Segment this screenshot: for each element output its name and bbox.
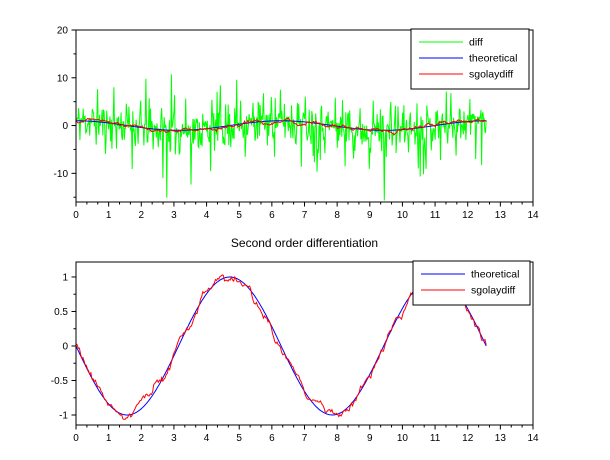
plot1-xtick-label: 12: [462, 210, 474, 221]
plot2-xtick-label: 5: [236, 433, 242, 444]
plot2-xtick-label: 3: [171, 433, 177, 444]
plot2-ytick-label: -0.5: [51, 376, 69, 387]
plot2-xtick-label: 0: [73, 433, 79, 444]
plot1-legend-box: [410, 28, 530, 90]
plot1-ytick-label: -10: [54, 169, 69, 180]
plot2-ytick-label: -1: [59, 410, 68, 421]
plot1-legend-label-sgolaydiff: sgolaydiff: [469, 69, 513, 81]
plot2-xtick-label: 14: [527, 433, 539, 444]
plot1-xtick-label: 10: [397, 210, 409, 221]
plot2-xtick-label: 7: [302, 433, 308, 444]
plot2-legend-label-sgolaydiff: sgolaydiff: [471, 285, 515, 297]
plot1-legend-label-diff: diff: [469, 37, 483, 49]
plot2-ytick-label: 1: [62, 272, 68, 283]
plot2-legend: theoretical sgolaydiff: [412, 260, 531, 306]
plot1-xtick-label: 3: [171, 210, 177, 221]
plot2-xtick-label: 13: [495, 433, 507, 444]
plot2-xtick-label: 12: [462, 433, 474, 444]
plot2-xtick-label: 1: [106, 433, 112, 444]
plot1-xtick-label: 13: [495, 210, 507, 221]
plot1-xtick-label: 6: [269, 210, 275, 221]
plot1-xtick-label: 7: [302, 210, 308, 221]
plot1-line-diff: [76, 74, 487, 201]
plot1-line-sgolaydiff: [76, 116, 487, 136]
plot2-xtick-label: 11: [430, 433, 441, 444]
plot1-legend: diff theoretical sgolaydiff: [410, 28, 530, 90]
plot2-xtick-label: 6: [269, 433, 275, 444]
plot2-title: Second order differentiation: [230, 236, 379, 250]
plot2-xtick-label: 8: [334, 433, 340, 444]
plot1-xtick-label: 0: [73, 210, 79, 221]
plot1-legend-label-theoretical: theoretical: [469, 53, 517, 65]
plot2-legend-box: [412, 260, 531, 306]
plot1-xtick-label: 11: [430, 210, 441, 221]
plot1-xtick-label: 2: [139, 210, 145, 221]
plot1-xtick-label: 4: [204, 210, 210, 221]
plot1-xtick-label: 8: [334, 210, 340, 221]
plot1-xtick-label: 5: [236, 210, 242, 221]
plot1-ytick-label: 10: [57, 73, 69, 84]
plot2-legend-label-theoretical: theoretical: [471, 269, 519, 281]
plot2-ytick-label: 0: [62, 341, 68, 352]
plot2-ytick-label: 0.5: [54, 307, 68, 318]
plot2-xtick-label: 10: [397, 433, 409, 444]
plot2-xtick-label: 4: [204, 433, 210, 444]
plot1-xtick-label: 1: [106, 210, 112, 221]
plot1-series-group: [76, 74, 487, 201]
plot2-xtick-label: 2: [139, 433, 145, 444]
plot1-ytick-label: 20: [57, 26, 69, 37]
plot1-xtick-label: 9: [367, 210, 373, 221]
plot1-xtick-label: 14: [527, 210, 539, 221]
plot2-xtick-label: 9: [367, 433, 373, 444]
plot1-ytick-label: 0: [62, 121, 68, 132]
